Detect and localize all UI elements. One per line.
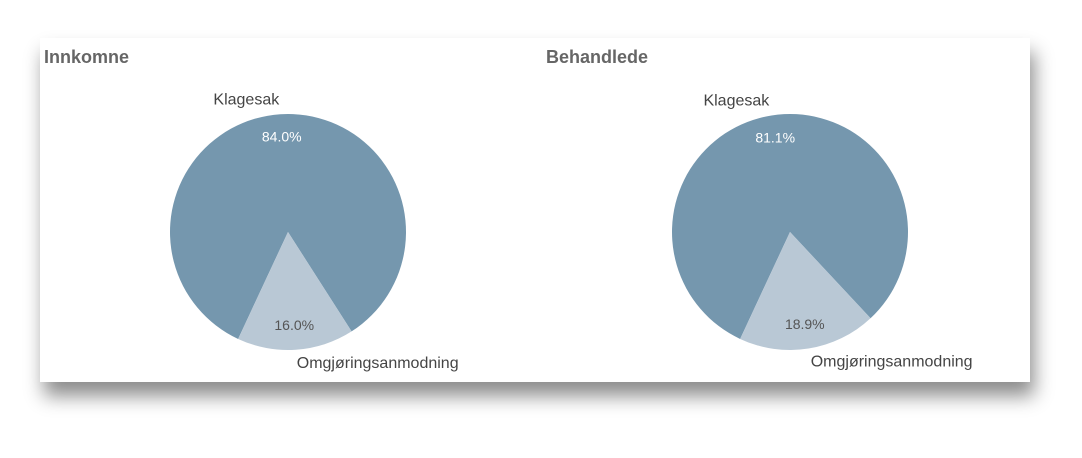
chart-title: Innkomne xyxy=(44,47,129,67)
value-label: 18.9% xyxy=(785,316,825,332)
category-label: Klagesak xyxy=(213,91,280,108)
category-label: Omgjøringsanmodning xyxy=(297,355,459,372)
value-label: 81.1% xyxy=(755,129,795,145)
chart-title: Behandlede xyxy=(546,47,648,67)
pie-slice xyxy=(238,232,352,350)
pie-slice xyxy=(672,113,908,339)
pie-slice xyxy=(170,113,407,339)
value-label: 16.0% xyxy=(274,317,314,333)
category-label: Omgjøringsanmodning xyxy=(811,354,973,371)
category-label: Klagesak xyxy=(703,93,770,110)
value-label: 84.0% xyxy=(262,129,302,145)
pie-slice xyxy=(740,232,871,350)
